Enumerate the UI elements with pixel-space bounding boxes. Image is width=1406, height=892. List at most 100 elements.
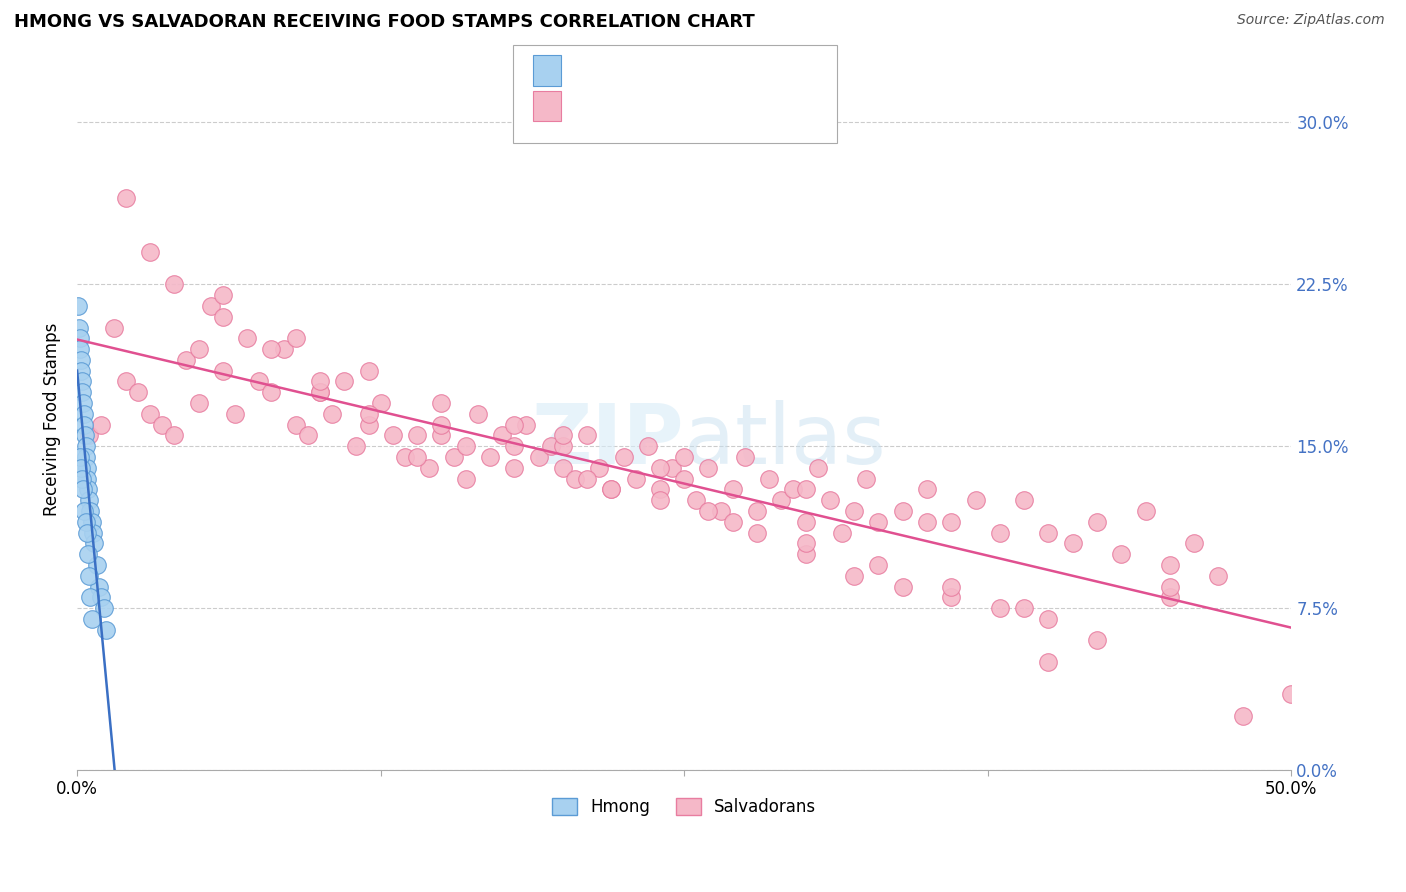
Point [891, 504, 914, 518]
Point [273, 342, 295, 356]
Point [77, 428, 100, 442]
Point [76, 525, 98, 540]
Point [80, 515, 103, 529]
Text: 38: 38 [717, 63, 744, 81]
Point [988, 601, 1011, 615]
Point [564, 472, 586, 486]
Point [818, 493, 841, 508]
Text: N =: N = [675, 63, 711, 81]
Text: R =: R = [565, 99, 602, 117]
Point [1038, 612, 1060, 626]
Point [915, 483, 938, 497]
Text: atlas: atlas [685, 400, 886, 481]
Point [1135, 504, 1157, 518]
Point [357, 417, 380, 432]
Point [1159, 558, 1181, 572]
Point [624, 472, 647, 486]
Point [685, 493, 707, 508]
Text: -0.226: -0.226 [609, 99, 662, 117]
Point [73, 504, 96, 518]
Point [503, 460, 526, 475]
Point [79, 504, 101, 518]
Point [1038, 655, 1060, 669]
Point [82, 525, 104, 540]
Point [187, 396, 209, 410]
Point [1012, 493, 1035, 508]
Point [721, 483, 744, 497]
Point [70, 472, 93, 486]
Point [79, 591, 101, 605]
Point [96, 623, 118, 637]
Point [150, 417, 173, 432]
Point [139, 244, 162, 259]
Point [77, 568, 100, 582]
Point [93, 601, 115, 615]
Point [200, 299, 222, 313]
Point [127, 385, 149, 400]
Point [1159, 591, 1181, 605]
Point [236, 331, 259, 345]
Point [114, 375, 136, 389]
Point [551, 428, 574, 442]
Point [176, 352, 198, 367]
Point [491, 428, 513, 442]
Point [357, 407, 380, 421]
Point [673, 472, 696, 486]
Point [467, 407, 489, 421]
Point [418, 460, 440, 475]
Point [370, 396, 392, 410]
Point [540, 439, 562, 453]
Point [661, 460, 683, 475]
Point [309, 375, 332, 389]
Point [782, 483, 804, 497]
Text: 126: 126 [717, 99, 749, 117]
Point [941, 580, 963, 594]
Point [90, 417, 112, 432]
Point [612, 450, 634, 464]
Point [478, 450, 501, 464]
Point [430, 396, 453, 410]
Point [648, 493, 671, 508]
Point [114, 191, 136, 205]
Point [80, 612, 103, 626]
Point [855, 472, 877, 486]
Point [697, 504, 720, 518]
Text: N =: N = [675, 99, 711, 117]
Point [794, 536, 817, 550]
Point [1159, 580, 1181, 594]
Point [73, 407, 96, 421]
Point [831, 525, 853, 540]
Point [891, 580, 914, 594]
Point [1232, 709, 1254, 723]
Point [73, 428, 96, 442]
Point [90, 591, 112, 605]
Point [503, 439, 526, 453]
Point [309, 385, 332, 400]
Point [868, 515, 890, 529]
Point [247, 375, 270, 389]
Point [576, 472, 599, 486]
Point [1111, 547, 1133, 561]
Point [734, 450, 756, 464]
Point [745, 525, 768, 540]
Point [794, 483, 817, 497]
Point [72, 483, 94, 497]
Point [710, 504, 733, 518]
Point [648, 483, 671, 497]
Point [454, 439, 477, 453]
Point [965, 493, 987, 508]
Point [86, 558, 108, 572]
Point [600, 483, 623, 497]
Point [76, 472, 98, 486]
Point [83, 536, 105, 550]
Point [70, 375, 93, 389]
Point [915, 515, 938, 529]
Y-axis label: Receiving Food Stamps: Receiving Food Stamps [44, 323, 60, 516]
Point [187, 342, 209, 356]
Point [357, 364, 380, 378]
Point [344, 439, 367, 453]
Point [321, 407, 343, 421]
Point [721, 515, 744, 529]
Point [454, 472, 477, 486]
Point [527, 450, 550, 464]
